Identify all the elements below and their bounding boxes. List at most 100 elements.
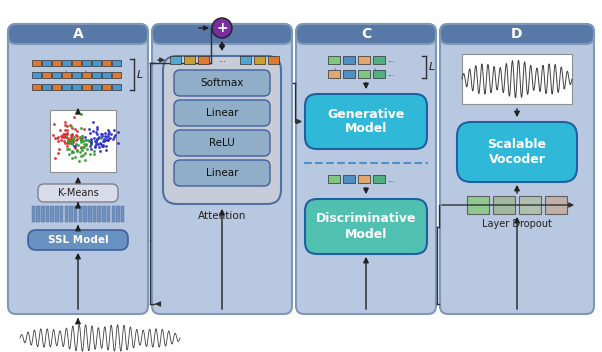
FancyBboxPatch shape	[38, 184, 118, 202]
Text: Linear: Linear	[206, 168, 238, 178]
Bar	[116, 206, 120, 222]
Bar	[545, 196, 567, 214]
Point	[76, 137, 85, 143]
FancyBboxPatch shape	[28, 230, 128, 250]
Bar	[31, 206, 35, 222]
Point	[66, 138, 75, 143]
Point	[60, 122, 70, 127]
Text: SSL Model: SSL Model	[48, 235, 108, 245]
Point	[76, 125, 86, 131]
Point	[63, 123, 72, 129]
Bar	[327, 70, 340, 78]
Point	[63, 138, 73, 144]
Point	[113, 140, 123, 146]
Bar	[83, 206, 87, 222]
Bar	[61, 84, 70, 90]
Bar	[72, 84, 81, 90]
Bar	[93, 206, 96, 222]
Text: L: L	[137, 69, 143, 80]
Point	[68, 138, 78, 144]
Point	[53, 150, 63, 156]
Bar	[254, 56, 265, 64]
Bar	[55, 206, 58, 222]
Bar	[72, 72, 81, 78]
Point	[87, 136, 96, 142]
Point	[72, 128, 82, 134]
Point	[90, 139, 100, 144]
Point	[85, 138, 95, 143]
Point	[55, 127, 64, 132]
Point	[79, 142, 89, 147]
Point	[69, 134, 78, 140]
Point	[67, 150, 76, 155]
Text: Layer Dropout: Layer Dropout	[482, 219, 552, 229]
Point	[54, 146, 64, 151]
Text: ...: ...	[218, 56, 226, 64]
Point	[69, 139, 78, 145]
Point	[92, 124, 102, 130]
Text: Discriminative
Model: Discriminative Model	[316, 213, 416, 240]
Point	[87, 139, 96, 145]
Bar	[64, 206, 68, 222]
Bar	[31, 84, 40, 90]
Point	[62, 130, 72, 136]
Bar	[358, 56, 370, 64]
Point	[61, 134, 71, 140]
Bar	[102, 72, 111, 78]
Point	[96, 142, 106, 147]
Bar	[79, 206, 82, 222]
Point	[67, 149, 76, 155]
Point	[110, 132, 120, 137]
Point	[67, 137, 76, 142]
Point	[67, 140, 77, 146]
Point	[82, 146, 92, 152]
Bar	[74, 206, 78, 222]
Point	[70, 154, 80, 160]
Point	[99, 142, 108, 147]
Point	[71, 137, 81, 143]
Point	[88, 128, 98, 134]
Point	[97, 143, 107, 149]
Point	[103, 138, 113, 143]
Bar	[240, 56, 251, 64]
Point	[105, 136, 115, 141]
Text: Scalable
Vocoder: Scalable Vocoder	[488, 138, 547, 166]
Point	[60, 131, 70, 137]
Point	[91, 144, 101, 150]
Point	[58, 131, 68, 137]
Point	[84, 126, 94, 131]
Text: !: !	[333, 69, 335, 74]
Point	[63, 136, 73, 141]
Point	[85, 130, 95, 136]
Point	[113, 130, 123, 135]
Point	[72, 136, 82, 142]
Point	[60, 133, 69, 139]
Bar	[327, 56, 340, 64]
Point	[95, 148, 105, 153]
Text: ...: ...	[387, 56, 395, 64]
Point	[109, 127, 119, 133]
Bar	[107, 206, 110, 222]
Point	[93, 131, 102, 137]
Point	[78, 133, 87, 139]
Bar	[92, 84, 101, 90]
Point	[86, 138, 96, 144]
Point	[49, 122, 58, 127]
Bar	[92, 72, 101, 78]
FancyBboxPatch shape	[174, 130, 270, 156]
Point	[95, 141, 105, 146]
Point	[60, 119, 70, 125]
Bar	[52, 72, 60, 78]
Point	[93, 135, 103, 141]
FancyBboxPatch shape	[296, 24, 436, 314]
Point	[79, 126, 88, 132]
Point	[89, 151, 99, 156]
Bar	[42, 72, 51, 78]
Bar	[88, 206, 92, 222]
Point	[81, 150, 90, 155]
Point	[89, 148, 99, 154]
Point	[76, 134, 85, 139]
Point	[67, 148, 76, 154]
Point	[75, 135, 84, 141]
Point	[107, 131, 116, 136]
